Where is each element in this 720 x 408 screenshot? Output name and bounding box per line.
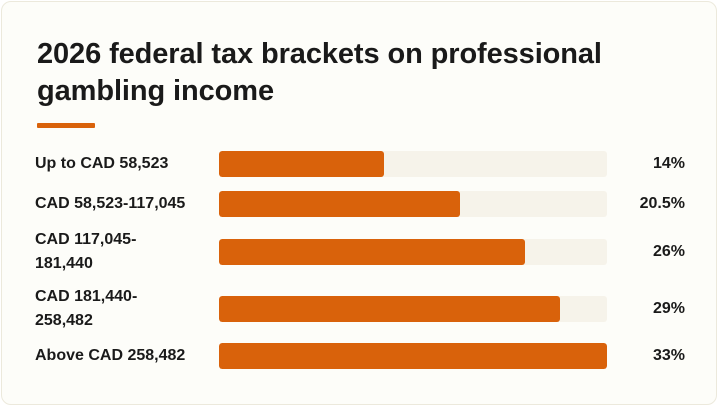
bar-fill — [219, 191, 460, 217]
bar-category-label: Above CAD 258,482 — [35, 347, 186, 364]
bar-track — [219, 191, 607, 217]
bar-fill — [219, 151, 384, 177]
bar-fill — [219, 296, 560, 322]
chart-title: 2026 federal tax brackets on professiona… — [37, 38, 602, 107]
bar-track — [219, 343, 607, 369]
bar-track — [219, 151, 607, 177]
bar-category-label: CAD 117,045-181,440 — [35, 231, 137, 272]
bar-fill — [219, 239, 525, 265]
bar-category-label: CAD 181,440-258,482 — [35, 288, 138, 329]
bar-category-label: CAD 58,523-117,045 — [35, 195, 186, 212]
bar-track — [219, 296, 607, 322]
bar-track — [219, 239, 607, 265]
title-accent-rule — [37, 123, 95, 128]
bar-value-label: 26% — [652, 243, 685, 260]
bar-category-label: Up to CAD 58,523 — [35, 155, 169, 172]
bar-value-label: 33% — [652, 347, 685, 364]
bar-fill — [219, 343, 607, 369]
bar-value-label: 29% — [652, 300, 685, 317]
bar-value-label: 14% — [652, 155, 685, 172]
bar-value-label: 20.5% — [639, 195, 685, 212]
